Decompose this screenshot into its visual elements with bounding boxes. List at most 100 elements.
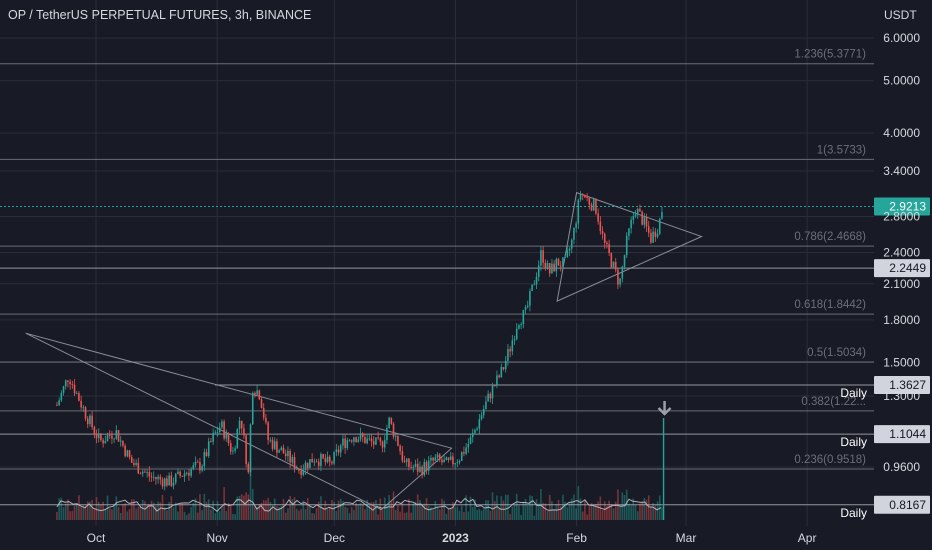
volume-bar — [324, 500, 327, 520]
volume-bar — [661, 506, 663, 520]
volume-bar — [579, 498, 582, 520]
volume-bar — [104, 508, 107, 520]
candle-body — [471, 432, 474, 438]
candle-body — [324, 458, 327, 463]
candle-body — [298, 468, 300, 471]
volume-bar — [60, 497, 63, 520]
candle-body — [515, 328, 518, 340]
candle-body — [634, 214, 637, 217]
candle-body — [480, 415, 483, 420]
volume-bar — [117, 506, 120, 520]
volume-bar — [84, 505, 87, 520]
volume-bar — [485, 500, 487, 520]
volume-bar — [229, 506, 232, 520]
candle-body — [555, 258, 558, 272]
fib-level-label: 0.786(2.4668) — [794, 231, 866, 243]
candle-body — [553, 263, 555, 272]
candle-body — [212, 432, 214, 442]
horizontal-levels[interactable]: 1.236(5.3771) 1(3.5733) 0.786(2.4668) 0.618… — [0, 49, 930, 520]
volume-bar — [419, 500, 421, 520]
candle-body — [91, 415, 93, 428]
volume-bar — [80, 507, 82, 520]
volume-bar — [603, 501, 606, 520]
candle-body — [452, 456, 454, 465]
candle-body — [597, 213, 599, 222]
candle-body — [267, 422, 269, 441]
candle-body — [84, 407, 87, 419]
candle-body — [214, 432, 217, 434]
candle-body — [573, 227, 575, 240]
candle-body — [289, 450, 291, 463]
volume-bar — [196, 512, 199, 520]
candle-body — [177, 471, 179, 474]
down-arrow-icon — [657, 401, 672, 416]
volume-bar — [500, 496, 503, 520]
volume-bar — [260, 502, 263, 520]
volume-bar — [641, 501, 643, 520]
candle-body — [320, 453, 322, 466]
volume-bar — [412, 503, 415, 520]
candle-body — [661, 212, 663, 219]
volume-bar — [86, 501, 89, 520]
candle-body — [548, 262, 551, 274]
volume-bar — [474, 499, 476, 520]
candle-body — [652, 231, 654, 243]
candle-body — [632, 216, 635, 220]
volume-bar — [372, 502, 375, 520]
volume-bar — [78, 495, 80, 520]
volume-bar — [317, 501, 320, 520]
volume-bar — [518, 505, 520, 520]
volume-bar — [298, 510, 300, 520]
volume-bar — [267, 497, 269, 520]
volume-bar — [331, 499, 333, 520]
volume-bar — [559, 506, 562, 520]
candle-body — [141, 471, 144, 474]
candle-body — [249, 424, 252, 473]
time-axis[interactable]: Oct Nov Dec 2023 Feb Mar Apr — [87, 531, 817, 545]
volume-bar — [141, 500, 144, 520]
volume-bar — [357, 504, 360, 520]
candle-body — [564, 257, 566, 258]
candle-body — [504, 360, 507, 370]
volume-bar — [348, 513, 351, 520]
candle-body — [221, 421, 223, 428]
candle-body — [509, 349, 511, 352]
volume-bar — [496, 495, 498, 520]
last-price-label: 2.9213 — [889, 200, 926, 214]
volume-bar — [568, 503, 571, 520]
volume-bar — [245, 492, 247, 520]
candle-body — [71, 384, 74, 385]
y-tick-label: 4.0000 — [883, 126, 920, 140]
candle-body — [641, 211, 643, 225]
arrow-annotation[interactable] — [657, 401, 672, 520]
volume-bar — [656, 501, 659, 520]
volume-bar — [320, 496, 322, 520]
candle-body — [524, 307, 527, 311]
volume-bar — [654, 505, 657, 520]
volume-bar — [555, 504, 558, 520]
volume-bar — [174, 502, 177, 520]
candle-body — [102, 440, 104, 444]
volume-bar — [302, 500, 305, 520]
volume-bar — [183, 511, 186, 520]
volume-bar — [346, 507, 349, 520]
y-tick-label: 2.1000 — [883, 277, 920, 291]
candle-body — [284, 453, 287, 457]
volume-bar — [423, 503, 426, 520]
candle-body — [443, 459, 445, 463]
candle-body — [533, 284, 536, 286]
candle-body — [254, 392, 256, 395]
volume-bar — [300, 508, 302, 520]
volume-bar — [137, 506, 140, 520]
price-axis[interactable]: 6.0000 5.0000 4.0000 3.4000 2.8000 2.4000 2.10… — [883, 31, 920, 474]
volume-bar — [608, 500, 610, 520]
candle-body — [260, 399, 263, 408]
candle-body — [586, 197, 588, 199]
triangle-patterns[interactable] — [25, 191, 703, 511]
candle-body — [137, 462, 140, 474]
volume-bar — [630, 505, 632, 520]
candle-body — [75, 393, 78, 394]
volume-bar — [73, 505, 76, 520]
